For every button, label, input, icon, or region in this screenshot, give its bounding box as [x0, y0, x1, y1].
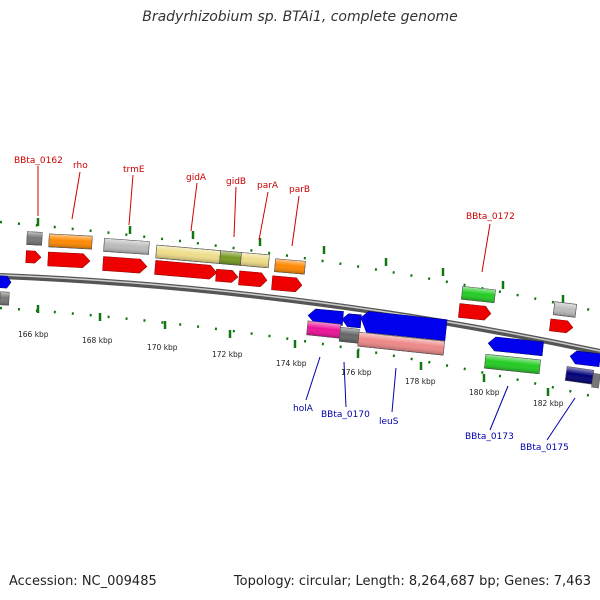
genome-backbone-highlight	[0, 274, 600, 352]
scale-label: 174 kbp	[276, 359, 307, 368]
forward-arrow[interactable]	[154, 260, 218, 280]
scale-label: 172 kbp	[212, 350, 243, 359]
gene-label[interactable]: holA	[293, 404, 314, 414]
forward-arrow[interactable]	[25, 250, 42, 264]
scale-labels: 166 kbp 168 kbp 170 kbp 172 kbp 174 kbp …	[18, 330, 564, 408]
forward-label-leaders	[37, 166, 491, 273]
scale-label: 176 kbp	[341, 368, 372, 377]
gene-label[interactable]: BBta_0170	[321, 410, 370, 420]
accession-text: Accession: NC_009485	[9, 574, 157, 589]
forward-arrow[interactable]	[215, 268, 239, 283]
forward-arrow[interactable]	[458, 303, 492, 321]
gene-label[interactable]: leuS	[379, 417, 399, 427]
reverse-arrow[interactable]	[487, 336, 544, 357]
scale-label: 170 kbp	[147, 343, 178, 352]
genome-backbone	[0, 273, 600, 355]
gene-label[interactable]: parB	[289, 185, 310, 195]
reverse-track-ticks	[36, 305, 550, 396]
gene-label[interactable]: gidB	[226, 177, 246, 187]
forward-arrow[interactable]	[47, 251, 91, 269]
gene-label[interactable]: rho	[73, 161, 88, 171]
reverse-label-leaders	[305, 356, 576, 441]
reverse-dotted-track	[0, 306, 600, 400]
forward-arrow[interactable]	[549, 318, 574, 334]
forward-gene-labels: BBta_0162 rho trmE gidA gidB parA parB B…	[14, 156, 515, 222]
gene-label[interactable]: gidA	[186, 173, 207, 183]
topology-text: Topology: circular; Length: 8,264,687 bp…	[233, 574, 591, 589]
reverse-gene-labels: holA BBta_0170 leuS BBta_0173 BBta_0175	[293, 404, 569, 453]
forward-arrow[interactable]	[102, 256, 148, 274]
gene-label[interactable]: BBta_0173	[465, 432, 514, 442]
reverse-arrow[interactable]	[0, 275, 12, 289]
forward-track-ticks	[36, 218, 565, 303]
reverse-features	[0, 291, 600, 389]
scale-label: 180 kbp	[469, 388, 500, 397]
gene-grey-box-edge[interactable]	[591, 373, 600, 389]
gene-label[interactable]: parA	[257, 181, 279, 191]
forward-features	[26, 231, 577, 318]
forward-arrow[interactable]	[271, 275, 303, 293]
gene-label[interactable]: BBta_0175	[520, 443, 569, 453]
reverse-arrow[interactable]	[341, 313, 362, 329]
scale-label: 182 kbp	[533, 399, 564, 408]
reverse-arrows	[0, 275, 600, 368]
scale-label: 166 kbp	[18, 330, 49, 339]
gene-label[interactable]: trmE	[123, 165, 145, 175]
scale-label: 178 kbp	[405, 377, 436, 386]
gene-label[interactable]: BBta_0172	[466, 212, 515, 222]
reverse-arrow[interactable]	[359, 311, 448, 341]
gene-label[interactable]: BBta_0162	[14, 156, 63, 166]
genome-title: Bradyrhizobium sp. BTAi1, complete genom…	[142, 9, 458, 25]
forward-arrow[interactable]	[238, 270, 268, 288]
forward-arrows	[25, 250, 574, 334]
scale-label: 168 kbp	[82, 336, 113, 345]
